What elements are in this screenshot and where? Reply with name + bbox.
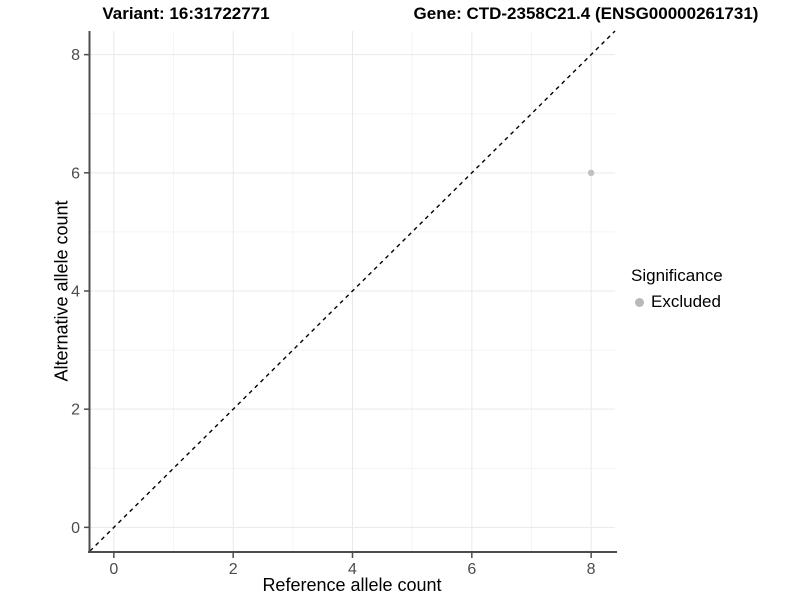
y-tick-label: 4 bbox=[71, 284, 80, 301]
x-tick-label: 2 bbox=[229, 561, 238, 578]
y-tick-label: 2 bbox=[71, 402, 80, 419]
y-tick-label: 8 bbox=[71, 47, 80, 64]
variant-title: Variant: 16:31722771 bbox=[102, 4, 270, 23]
legend-title: Significance bbox=[631, 266, 723, 285]
x-tick-label: 4 bbox=[348, 561, 357, 578]
y-tick-label: 0 bbox=[71, 520, 80, 537]
legend: Significance Excluded bbox=[631, 266, 723, 312]
x-axis-label: Reference allele count bbox=[262, 575, 442, 595]
gene-title: Gene: CTD-2358C21.4 (ENSG00000261731) bbox=[413, 4, 759, 23]
data-point bbox=[587, 169, 595, 177]
legend-item-excluded: Excluded bbox=[631, 292, 723, 312]
y-tick-label: 6 bbox=[71, 165, 80, 182]
x-tick-label: 8 bbox=[587, 561, 596, 578]
x-tick-label: 0 bbox=[109, 561, 118, 578]
x-tick-label: 6 bbox=[467, 561, 476, 578]
legend-point-icon bbox=[635, 297, 644, 307]
legend-item-label: Excluded bbox=[651, 292, 721, 311]
